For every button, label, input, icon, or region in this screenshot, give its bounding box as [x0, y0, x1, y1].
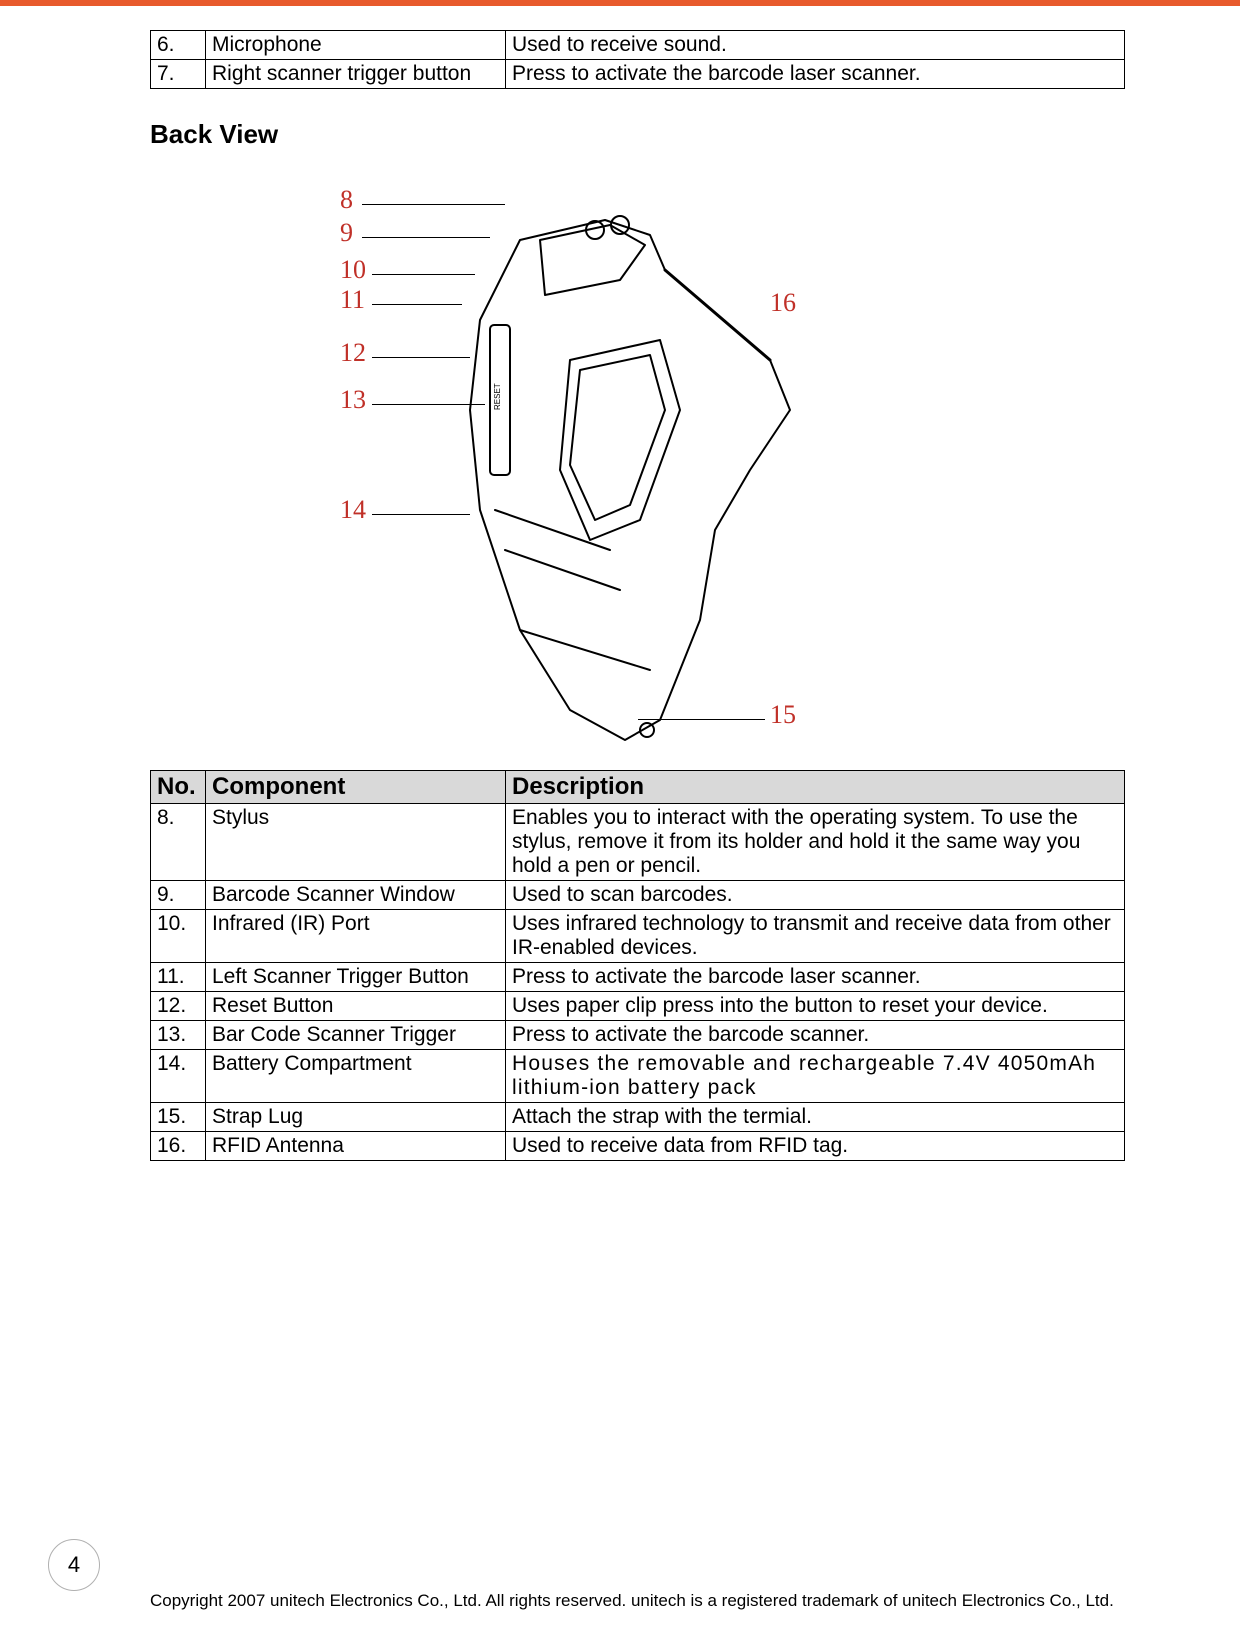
- cell-no: 14.: [151, 1050, 206, 1103]
- callout-10: 10: [340, 255, 366, 285]
- table-row: 7. Right scanner trigger button Press to…: [151, 60, 1125, 89]
- header-description: Description: [506, 771, 1125, 804]
- cell-description: Used to receive data from RFID tag.: [506, 1132, 1125, 1161]
- callout-8: 8: [340, 185, 353, 215]
- svg-text:RESET: RESET: [493, 383, 502, 410]
- leader-line: [372, 357, 470, 358]
- cell-no: 13.: [151, 1021, 206, 1050]
- cell-description: Enables you to interact with the operati…: [506, 804, 1125, 881]
- leader-line: [372, 404, 485, 405]
- leader-line: [372, 274, 475, 275]
- top-component-table: 6. Microphone Used to receive sound. 7. …: [150, 30, 1125, 89]
- cell-no: 12.: [151, 992, 206, 1021]
- cell-no: 15.: [151, 1103, 206, 1132]
- cell-component: Stylus: [206, 804, 506, 881]
- callout-11: 11: [340, 285, 365, 315]
- cell-component: Infrared (IR) Port: [206, 910, 506, 963]
- callout-15: 15: [770, 700, 796, 730]
- table-row: 6. Microphone Used to receive sound.: [151, 31, 1125, 60]
- table-row: 10. Infrared (IR) Port Uses infrared tec…: [151, 910, 1125, 963]
- table-row: 9. Barcode Scanner Window Used to scan b…: [151, 881, 1125, 910]
- cell-component: RFID Antenna: [206, 1132, 506, 1161]
- cell-component: Reset Button: [206, 992, 506, 1021]
- table-header-row: No. Component Description: [151, 771, 1125, 804]
- cell-description: Uses infrared technology to transmit and…: [506, 910, 1125, 963]
- cell-description: Press to activate the barcode laser scan…: [506, 60, 1125, 89]
- callout-13: 13: [340, 385, 366, 415]
- cell-no: 16.: [151, 1132, 206, 1161]
- accent-bar: [0, 0, 1240, 6]
- leader-line: [372, 304, 462, 305]
- cell-description: Uses paper clip press into the button to…: [506, 992, 1125, 1021]
- page-number-value: 4: [68, 1552, 80, 1578]
- cell-description: Used to receive sound.: [506, 31, 1125, 60]
- cell-no: 10.: [151, 910, 206, 963]
- cell-description: Houses the removable and rechargeable 7.…: [506, 1050, 1125, 1103]
- cell-component: Battery Compartment: [206, 1050, 506, 1103]
- cell-component: Left Scanner Trigger Button: [206, 963, 506, 992]
- cell-no: 8.: [151, 804, 206, 881]
- table-row: 14. Battery Compartment Houses the remov…: [151, 1050, 1125, 1103]
- leader-line: [362, 204, 505, 205]
- cell-component: Barcode Scanner Window: [206, 881, 506, 910]
- callout-16: 16: [770, 288, 796, 318]
- callout-9: 9: [340, 218, 353, 248]
- table-row: 8. Stylus Enables you to interact with t…: [151, 804, 1125, 881]
- back-view-diagram: RESET 8 9 10 11 12 13: [150, 170, 1125, 750]
- page-number: 4: [48, 1539, 100, 1591]
- copyright-text: Copyright 2007 unitech Electronics Co., …: [150, 1591, 1220, 1611]
- table-row: 16. RFID Antenna Used to receive data fr…: [151, 1132, 1125, 1161]
- table-row: 12. Reset Button Uses paper clip press i…: [151, 992, 1125, 1021]
- table-row: 11. Left Scanner Trigger Button Press to…: [151, 963, 1125, 992]
- cell-description: Press to activate the barcode scanner.: [506, 1021, 1125, 1050]
- cell-no: 11.: [151, 963, 206, 992]
- cell-no: 6.: [151, 31, 206, 60]
- page-content: 6. Microphone Used to receive sound. 7. …: [150, 30, 1125, 1161]
- cell-description: Used to scan barcodes.: [506, 881, 1125, 910]
- cell-component: Bar Code Scanner Trigger: [206, 1021, 506, 1050]
- section-heading: Back View: [150, 119, 1125, 150]
- device-drawing: RESET: [450, 210, 880, 770]
- cell-component: Strap Lug: [206, 1103, 506, 1132]
- header-no: No.: [151, 771, 206, 804]
- leader-line: [372, 514, 470, 515]
- leader-line: [638, 719, 765, 720]
- cell-no: 9.: [151, 881, 206, 910]
- cell-no: 7.: [151, 60, 206, 89]
- table-row: 15. Strap Lug Attach the strap with the …: [151, 1103, 1125, 1132]
- page-footer: 4 Copyright 2007 unitech Electronics Co.…: [0, 1561, 1240, 1621]
- cell-component: Right scanner trigger button: [206, 60, 506, 89]
- cell-description: Press to activate the barcode laser scan…: [506, 963, 1125, 992]
- header-component: Component: [206, 771, 506, 804]
- callout-12: 12: [340, 338, 366, 368]
- leader-line: [362, 237, 490, 238]
- cell-description: Attach the strap with the termial.: [506, 1103, 1125, 1132]
- component-table: No. Component Description 8. Stylus Enab…: [150, 770, 1125, 1161]
- cell-component: Microphone: [206, 31, 506, 60]
- table-row: 13. Bar Code Scanner Trigger Press to ac…: [151, 1021, 1125, 1050]
- callout-14: 14: [340, 495, 366, 525]
